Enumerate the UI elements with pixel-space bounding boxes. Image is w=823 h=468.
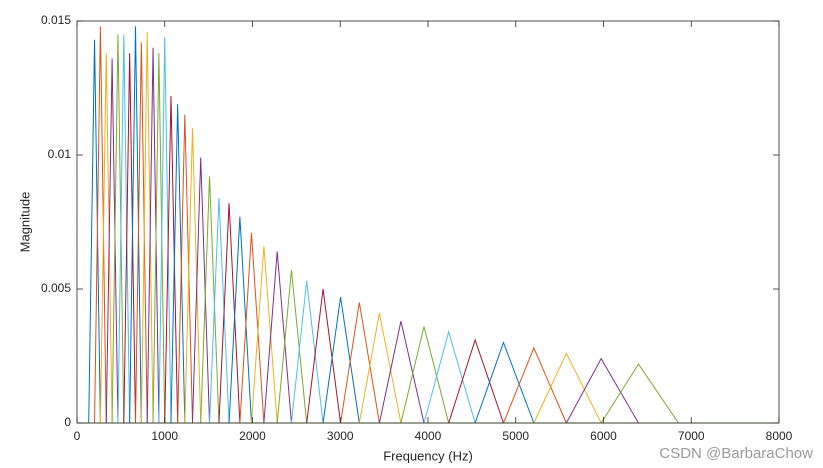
filter-line xyxy=(239,232,265,424)
x-axis-label: Frequency (Hz) xyxy=(383,448,473,463)
plot-area xyxy=(77,21,779,423)
x-tick-label: 1000 xyxy=(151,429,178,443)
filter-line xyxy=(94,26,107,424)
filter-line xyxy=(565,357,639,424)
filter-line xyxy=(474,341,535,424)
filter-line xyxy=(117,34,131,424)
filter-line xyxy=(400,326,450,424)
filter-line xyxy=(99,53,113,424)
filter-line xyxy=(228,216,252,424)
x-tick-label: 2000 xyxy=(239,429,266,443)
filter-line xyxy=(177,114,193,424)
x-tick-label: 7000 xyxy=(678,429,705,443)
y-tick-label: 0 xyxy=(64,415,71,429)
filter-line xyxy=(191,157,211,424)
filter-line xyxy=(140,31,154,424)
x-tick-label: 6000 xyxy=(590,429,617,443)
filter-line xyxy=(378,321,425,424)
filter-line xyxy=(200,176,220,424)
filter-line xyxy=(146,47,160,424)
y-axis-label: Magnitude xyxy=(17,192,32,253)
filter-line xyxy=(276,270,308,424)
filter-line xyxy=(152,53,166,424)
x-tick-label: 0 xyxy=(74,429,81,443)
y-tick-label: 0.01 xyxy=(48,147,72,161)
filter-line xyxy=(105,58,119,424)
filter-line xyxy=(170,104,186,424)
filter-line xyxy=(164,96,179,424)
y-tick-label: 0.015 xyxy=(41,13,71,27)
filter-line xyxy=(209,197,230,424)
filter-line xyxy=(250,246,278,424)
y-tick-label: 0.005 xyxy=(41,281,71,295)
filter-line xyxy=(423,330,476,424)
series-group xyxy=(88,26,679,424)
filter-line xyxy=(533,352,602,424)
filter-line xyxy=(600,363,679,424)
filter-line xyxy=(290,280,324,424)
filter-line xyxy=(111,34,125,424)
filter-line xyxy=(263,251,292,424)
watermark: CSDN @BarbaraChow xyxy=(659,445,813,462)
filter-line xyxy=(88,39,101,424)
filter-line xyxy=(158,37,172,424)
filter-line xyxy=(123,53,137,424)
filter-line xyxy=(135,42,148,424)
filter-line xyxy=(448,338,504,424)
x-tick-label: 3000 xyxy=(327,429,354,443)
x-tick-label: 4000 xyxy=(415,429,442,443)
filter-line xyxy=(306,288,342,424)
filter-line xyxy=(358,313,402,424)
filter-line xyxy=(340,302,380,424)
filter-line xyxy=(322,296,360,424)
x-tick-label: 5000 xyxy=(502,429,529,443)
filter-line xyxy=(503,346,567,424)
x-tick-label: 8000 xyxy=(766,429,793,443)
filter-line xyxy=(184,128,202,424)
filter-line xyxy=(218,203,241,424)
filter-line xyxy=(129,26,142,424)
